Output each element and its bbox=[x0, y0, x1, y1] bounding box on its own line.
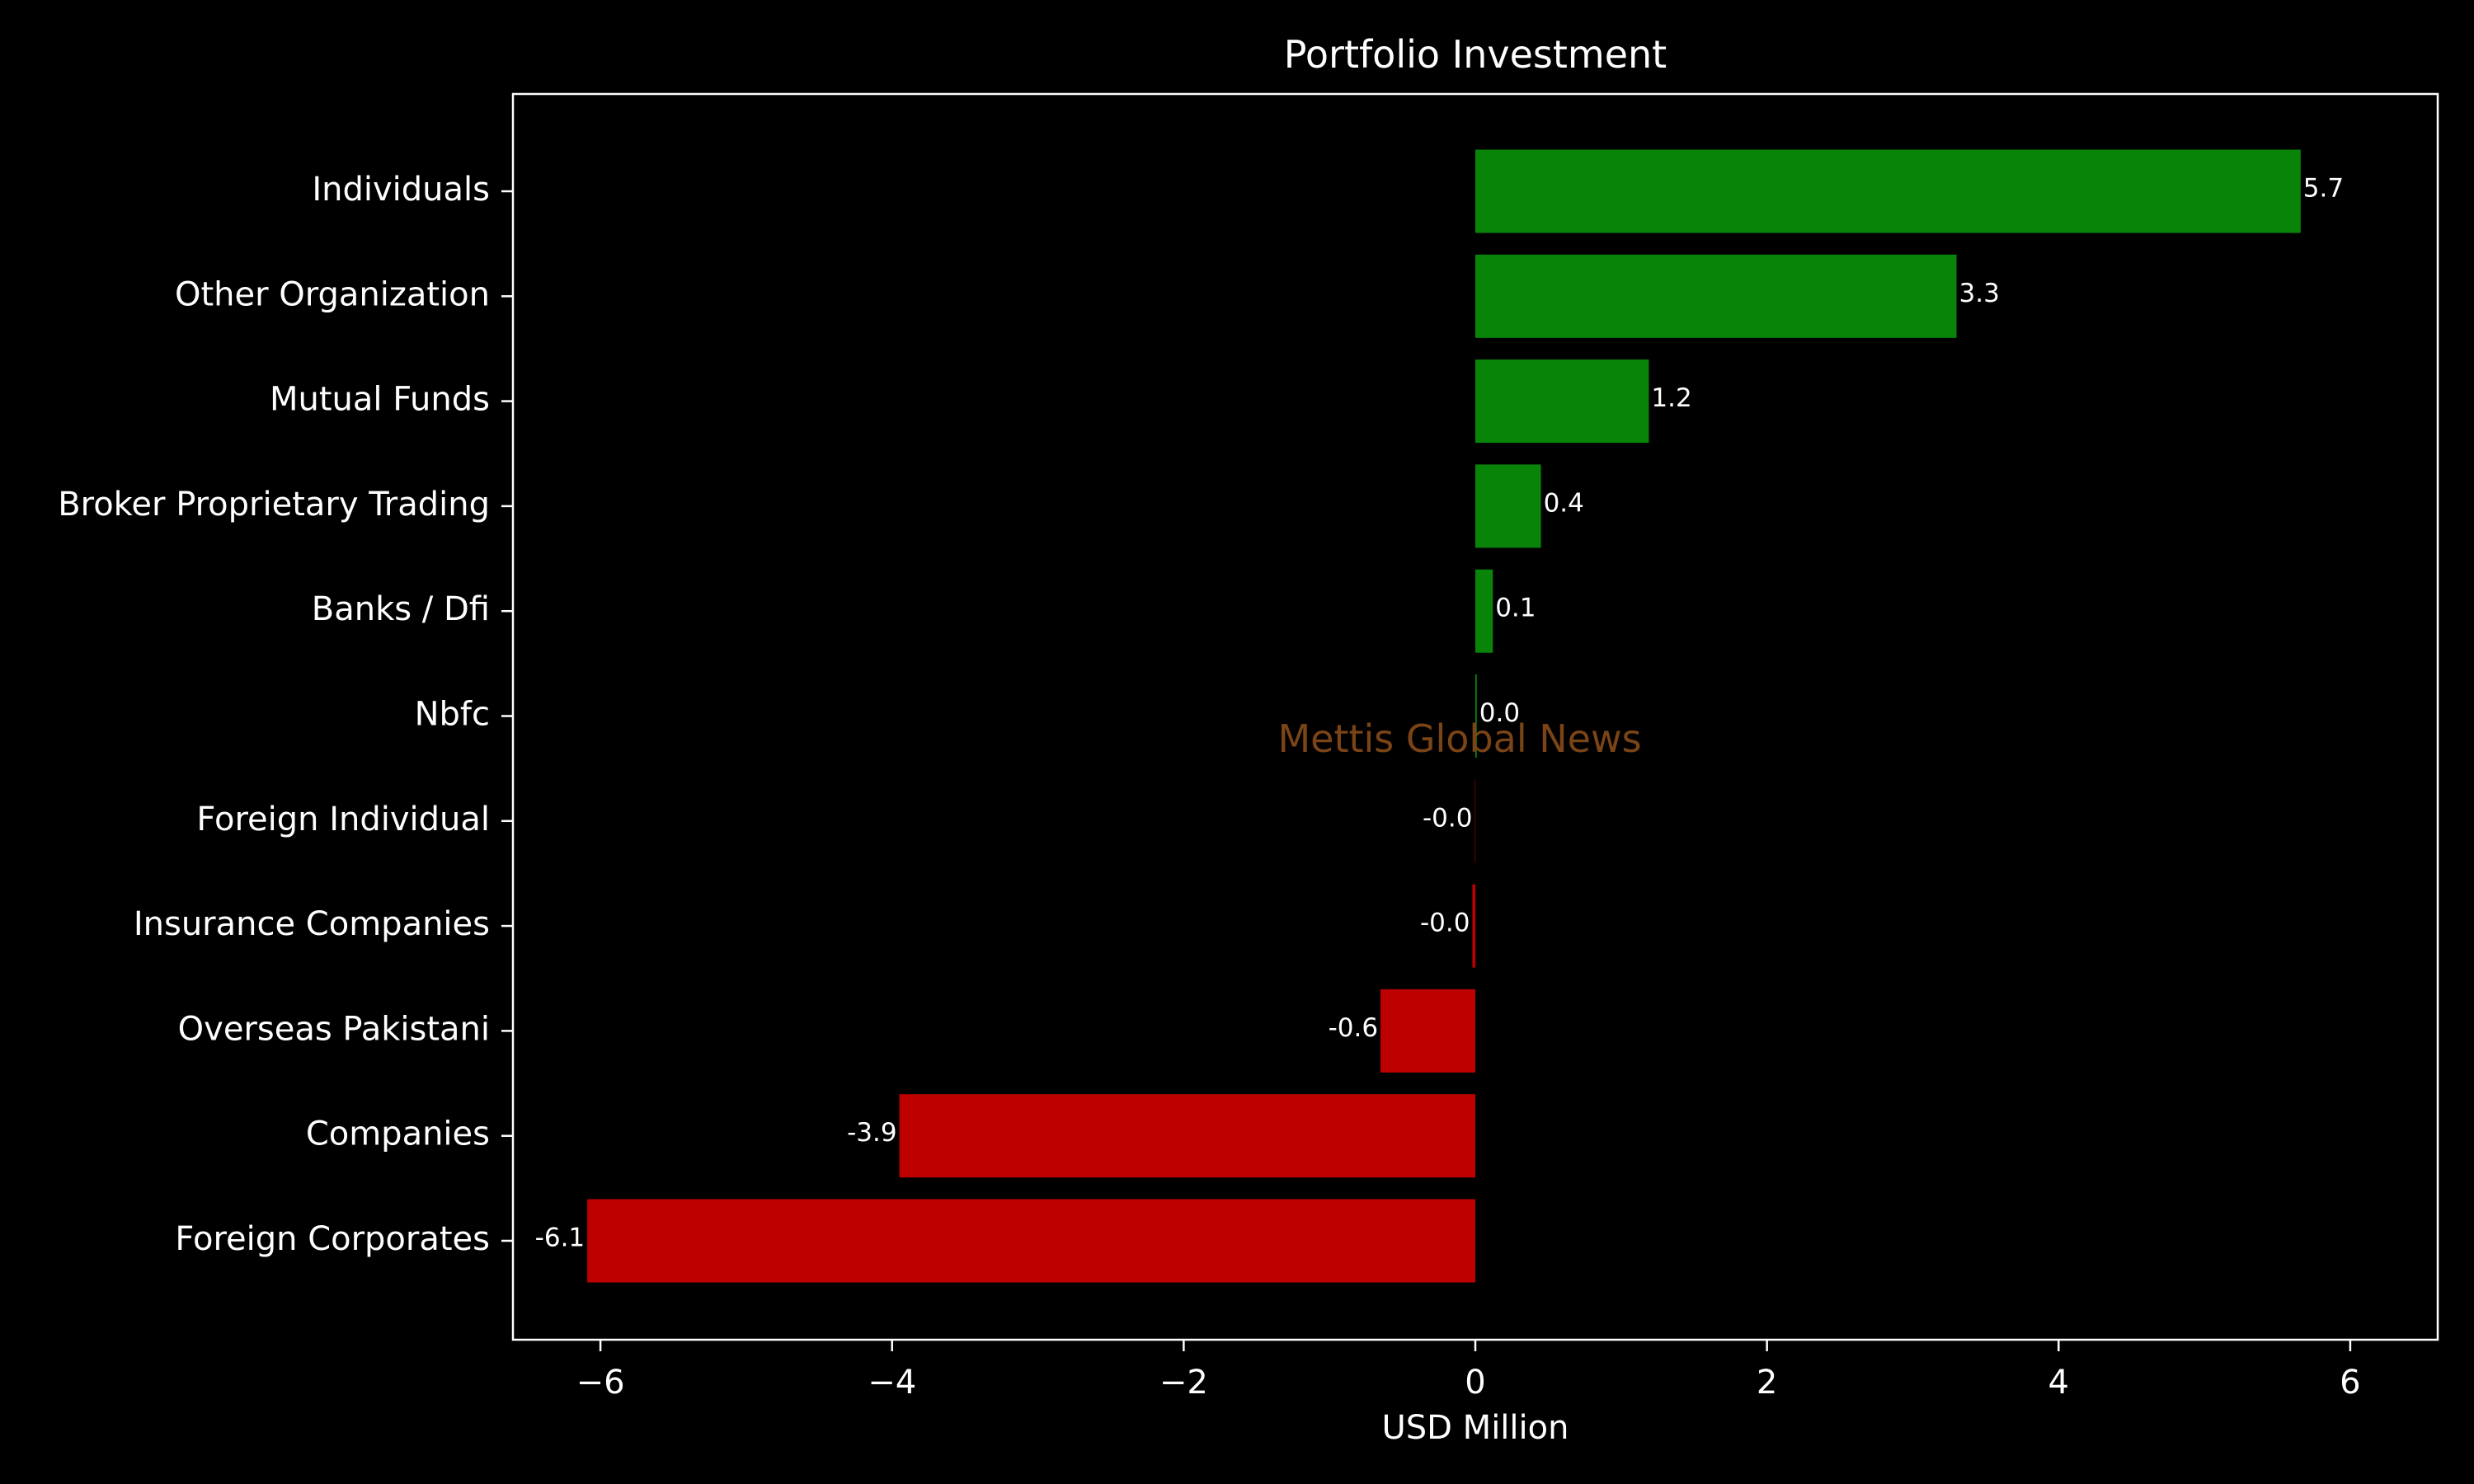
x-tick-label: −6 bbox=[576, 1364, 625, 1402]
bar bbox=[587, 1199, 1475, 1283]
y-tick-label: Companies bbox=[306, 1115, 490, 1153]
bar bbox=[1380, 989, 1475, 1073]
x-tick-label: 0 bbox=[1465, 1364, 1485, 1402]
bar bbox=[1475, 464, 1541, 548]
watermark: Mettis Global News bbox=[1277, 716, 1641, 761]
x-tick-label: 4 bbox=[2048, 1364, 2069, 1402]
y-tick-label: Overseas Pakistani bbox=[178, 1010, 490, 1048]
x-tick-label: 2 bbox=[1757, 1364, 1777, 1402]
bar bbox=[1475, 674, 1477, 758]
bar-value-label: -6.1 bbox=[535, 1223, 586, 1253]
value-labels-layer: 5.7 3.3 1.2 0.4 0.1 0.0 -0.0 -0.0 -0.6 -3.9 -6.1 bbox=[535, 174, 2344, 1253]
bar bbox=[1475, 254, 1957, 338]
x-tick-label: −2 bbox=[1159, 1364, 1208, 1402]
bars-layer bbox=[587, 149, 2301, 1283]
y-tick-label: Individuals bbox=[312, 171, 490, 209]
bar bbox=[1475, 149, 2301, 233]
y-tick-label: Nbfc bbox=[415, 696, 490, 734]
bar-value-label: -3.9 bbox=[847, 1118, 897, 1148]
y-tick-label: Banks / Dfi bbox=[312, 590, 490, 628]
bar bbox=[1475, 359, 1649, 444]
y-tick-label: Broker Proprietary Trading bbox=[58, 486, 490, 524]
bar-value-label: 0.4 bbox=[1544, 488, 1584, 518]
bar bbox=[1475, 569, 1493, 653]
x-axis-label: USD Million bbox=[1382, 1409, 1569, 1447]
y-tick-label: Mutual Funds bbox=[270, 381, 490, 419]
bar-value-label: -0.0 bbox=[1420, 909, 1470, 938]
bar-value-label: 0.1 bbox=[1495, 594, 1536, 623]
bar bbox=[899, 1094, 1475, 1178]
plot-frame bbox=[511, 92, 2439, 1341]
chart-title: Portfolio Investment bbox=[1284, 32, 1667, 77]
y-tick-label: Other Organization bbox=[175, 275, 490, 313]
x-axis: −6 −4 −2 0 2 4 6 bbox=[576, 1340, 2361, 1402]
x-tick-label: −4 bbox=[868, 1364, 916, 1402]
bar-value-label: -0.6 bbox=[1329, 1013, 1379, 1043]
bar-value-label: -0.0 bbox=[1423, 803, 1473, 833]
bar bbox=[1472, 884, 1475, 968]
x-tick-label: 6 bbox=[2340, 1364, 2360, 1402]
y-tick-label: Insurance Companies bbox=[134, 905, 490, 943]
y-tick-label: Foreign Corporates bbox=[175, 1220, 490, 1258]
bar-value-label: 1.2 bbox=[1651, 383, 1691, 413]
bar-value-label: 5.7 bbox=[2303, 174, 2344, 204]
y-tick-label: Foreign Individual bbox=[196, 801, 490, 838]
bar-value-label: 0.0 bbox=[1479, 698, 1520, 728]
bar-value-label: 3.3 bbox=[1959, 279, 2000, 308]
y-axis: Individuals Other Organization Mutual Fund… bbox=[58, 171, 513, 1258]
